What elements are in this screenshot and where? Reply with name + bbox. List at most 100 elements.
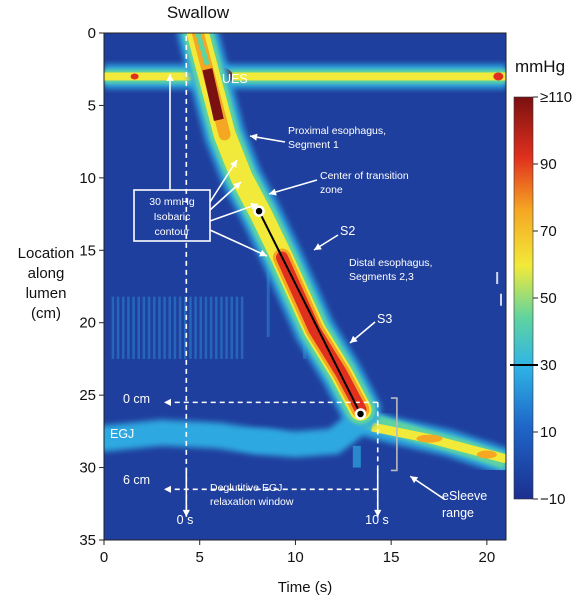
isobaric-arrow-distal — [209, 229, 268, 257]
ten-s-label: 10 s — [365, 513, 389, 527]
relaxation-label-line-2: relaxation window — [210, 496, 294, 508]
colorbar-tick-label: 90 — [540, 156, 557, 173]
isobaric-arrow-distal-shaft — [209, 229, 268, 257]
six-cm-arrow — [164, 485, 378, 493]
noise-streak — [153, 296, 156, 359]
noise-streak — [158, 296, 161, 359]
y-tick-label: 0 — [88, 25, 96, 42]
isobaric-label-box — [133, 189, 211, 242]
y-tick-label: 25 — [79, 387, 96, 404]
egj-drip — [352, 445, 361, 468]
zero-s-label: 0 s — [177, 513, 194, 527]
zero-cm-label: 0 cm — [123, 392, 150, 406]
isobaric-arrow-proximal-shaft — [209, 159, 238, 203]
x-tick-label: 10 — [287, 549, 304, 566]
isobaric-label-line-2: Isobaric — [154, 211, 191, 223]
isobaric-arrow-ues — [166, 74, 174, 190]
zero-cm-arrow-head — [164, 398, 171, 406]
s2-label: S2 — [340, 224, 355, 238]
colorbar-tick-label: 10 — [540, 424, 557, 441]
distal-label-line-1: Distal esophagus, — [349, 257, 432, 269]
relaxation-label-line-1: Deglutitive EGJ — [210, 482, 282, 494]
noise-streak — [111, 296, 115, 359]
x-tick-label: 0 — [100, 549, 108, 566]
egj-label: EGJ — [110, 427, 134, 441]
y-label-line-3: lumen — [26, 285, 67, 302]
proximal-label-line-1: Proximal esophagus, — [288, 125, 386, 137]
esleeve-label-line-1: eSleeve — [442, 489, 487, 503]
isobaric-arrow-transition-head — [233, 182, 241, 190]
transition-label-line-1: Center of transition — [320, 170, 409, 182]
y-axis: 0 5 10 15 20 25 30 35 — [79, 25, 104, 549]
noise-streak — [184, 296, 187, 359]
isobaric-label-line-1: 30 mmHg — [149, 196, 195, 208]
esleeve-arrow — [409, 475, 446, 501]
noise-streak — [173, 296, 177, 359]
ues-band-core — [104, 72, 506, 81]
noise-streak — [189, 296, 192, 359]
isobaric-arrow-ues-head — [166, 74, 174, 81]
transition-label-line-2: zone — [320, 184, 343, 196]
proximal-arrow-head — [250, 133, 258, 141]
x-axis: 0 5 10 15 20 — [100, 540, 495, 566]
noise-streak — [215, 296, 218, 359]
colorbar: mmHg ≥110 90 70 50 30 10 −10 — [510, 57, 572, 508]
isobaric-arrow-proximal — [209, 159, 238, 203]
relaxation-end-arrow-head — [374, 509, 382, 517]
noise-streak — [168, 296, 172, 359]
swallow-marker-arrow-head — [182, 509, 190, 517]
colorbar-tick-label: 50 — [540, 290, 557, 307]
noise-streak — [204, 296, 208, 359]
wave-red — [276, 251, 367, 416]
dcl-end-point — [354, 408, 367, 420]
noise-streak — [121, 296, 125, 359]
egj-hotspot — [416, 434, 443, 443]
noise-streak — [127, 296, 130, 359]
noise-streak — [147, 296, 151, 359]
x-axis-label: Time (s) — [278, 579, 332, 596]
swallow-marker-arrow — [182, 467, 190, 517]
esleeve-label-line-2: range — [442, 506, 474, 520]
y-axis-label: Location along lumen (cm) — [18, 245, 75, 322]
noise-streak — [240, 296, 244, 359]
six-cm-label: 6 cm — [123, 473, 150, 487]
isobaric-arrow-center — [209, 202, 259, 222]
noise-streak — [230, 296, 234, 359]
noise-streak — [194, 296, 197, 359]
s3-label: S3 — [377, 312, 392, 326]
colorbar-tick-label: −10 — [540, 491, 565, 508]
zero-cm-arrow — [164, 398, 378, 406]
wave-proximal-core — [202, 68, 224, 122]
ues-label: UES — [222, 72, 248, 86]
s2-arrow — [313, 234, 339, 251]
y-tick-label: 15 — [79, 242, 96, 259]
x-tick-label: 15 — [383, 549, 400, 566]
noise-streak — [178, 296, 182, 359]
noise-streak — [199, 296, 203, 359]
noise-streak — [132, 296, 135, 359]
colorbar-tick-label: 30 — [540, 357, 557, 374]
y-tick-label: 20 — [79, 315, 96, 332]
y-tick-label: 5 — [88, 97, 96, 114]
six-cm-arrow-head — [164, 485, 171, 493]
egj-hotspot — [476, 450, 497, 459]
isobaric-arrow-center-shaft — [209, 203, 259, 222]
noise-streak — [116, 296, 120, 359]
contractile-deceleration-point — [253, 205, 265, 217]
isobaric-arrow-transition — [209, 181, 242, 211]
noise-streak — [163, 296, 166, 359]
egj-bulge — [230, 429, 291, 452]
x-tick-label: 20 — [479, 549, 496, 566]
esleeve-bracket — [390, 397, 398, 472]
proximal-arrow — [249, 133, 286, 143]
noise-streak — [225, 296, 228, 359]
ues-hotspot — [493, 72, 504, 81]
noise-streak — [209, 296, 213, 359]
isobaric-arrow-distal-head — [259, 249, 267, 257]
noise-streak — [235, 296, 239, 359]
transition-arrow-shaft — [268, 179, 318, 195]
noise-streak — [266, 243, 270, 338]
colorbar-tick-label: 70 — [540, 223, 557, 240]
proximal-label-line-2: Segment 1 — [288, 139, 339, 151]
